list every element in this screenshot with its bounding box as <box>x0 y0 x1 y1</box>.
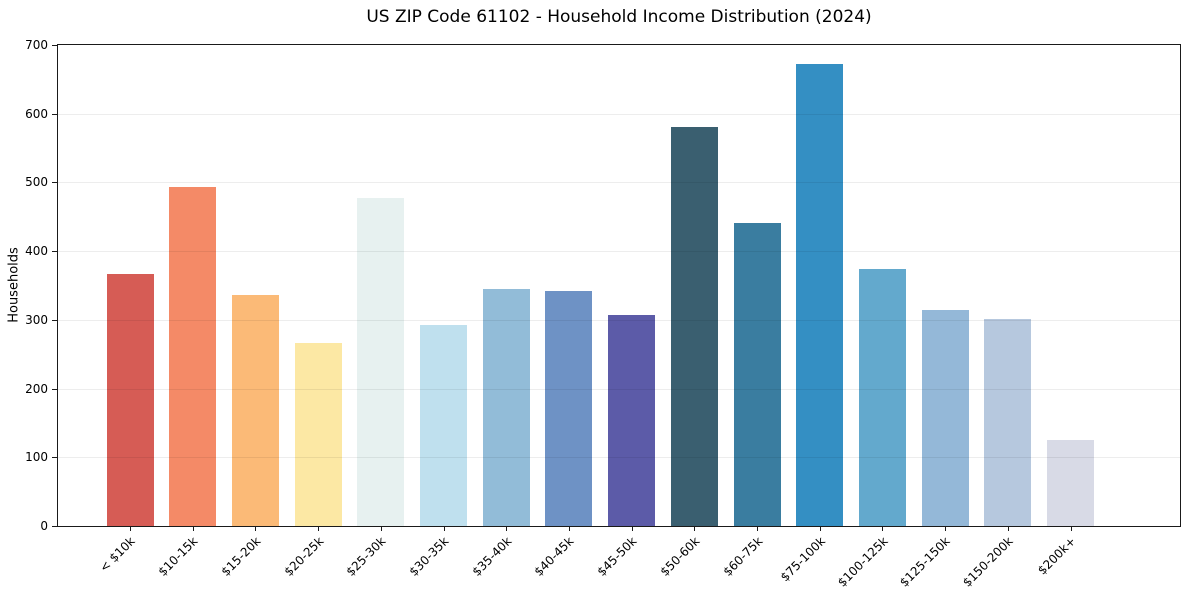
x-axis-tick-15 <box>1007 526 1009 531</box>
bar-7 <box>482 288 530 526</box>
x-axis-tick-label-8: $40-45k <box>531 534 577 579</box>
bar-16 <box>1047 440 1094 526</box>
y-axis-tick-label-0: 0 <box>40 519 48 533</box>
bar-4 <box>294 342 342 526</box>
x-axis-tick-13 <box>882 526 884 531</box>
y-axis-tick-600 <box>52 113 57 115</box>
x-axis-tick-5 <box>380 526 382 531</box>
y-axis-tick-500 <box>52 182 57 184</box>
x-axis-tick-label-5: $25-30k <box>343 534 389 579</box>
x-axis-tick-14 <box>945 526 947 531</box>
bar-6 <box>420 324 467 526</box>
y-axis-tick-label-100: 100 <box>25 450 48 465</box>
y-axis-tick-200 <box>52 388 57 390</box>
y-axis-tick-label-700: 700 <box>25 38 48 52</box>
y-axis-tick-700 <box>52 45 57 46</box>
x-axis-tick-9 <box>631 526 633 531</box>
x-axis-tick-7 <box>506 526 508 531</box>
bar-14 <box>921 310 969 526</box>
chart-title: US ZIP Code 61102 - Household Income Dis… <box>366 7 872 27</box>
x-axis-tick-label-3: $15-20k <box>218 534 264 579</box>
x-axis-tick-label-6: $30-35k <box>406 534 452 579</box>
x-axis-tick-6 <box>443 526 445 531</box>
y-axis-tick-0 <box>52 526 57 527</box>
y-axis-tick-100 <box>52 457 57 459</box>
x-axis-tick-4 <box>318 526 320 531</box>
x-axis-tick-10 <box>694 526 696 531</box>
x-axis-tick-label-13: $100-125k <box>834 534 891 590</box>
bar-13 <box>858 269 906 526</box>
x-axis-tick-8 <box>568 526 570 531</box>
y-axis-tick-300 <box>52 319 57 321</box>
bar-12 <box>796 63 844 526</box>
x-axis-tick-label-2: $10-15k <box>155 534 201 579</box>
x-axis-tick-label-4: $20-25k <box>281 534 327 579</box>
x-axis-tick-16 <box>1070 526 1072 531</box>
bar-9 <box>608 315 656 526</box>
y-axis-tick-400 <box>52 251 57 253</box>
x-axis-tick-12 <box>819 526 821 531</box>
bar-5 <box>357 197 405 526</box>
y-axis-tick-label-200: 200 <box>25 381 48 396</box>
plot-area: 0 100 200 300 400 500 600 700 < $10k $10-15k $15-2… <box>25 38 1181 590</box>
bar-8 <box>545 291 593 526</box>
y-axis-tick-label-300: 300 <box>25 312 48 327</box>
gridline-500 <box>58 182 1180 184</box>
x-axis-tick-label-16: $200k+ <box>1034 534 1079 578</box>
y-axis-tick-label-500: 500 <box>25 175 48 190</box>
y-axis-label: Households <box>6 247 22 323</box>
bar-10 <box>670 126 718 526</box>
bar-2 <box>169 187 217 526</box>
x-axis-tick-11 <box>757 526 758 531</box>
x-axis-tick-label-7: $35-40k <box>469 534 515 579</box>
x-axis-tick-label-15: $150-200k <box>960 534 1016 590</box>
bar-11 <box>733 222 781 526</box>
bar-3 <box>231 295 279 526</box>
bar-15 <box>984 319 1032 526</box>
x-axis-tick-label-12: $75-100k <box>777 534 828 585</box>
x-axis-tick-label-14: $125-150k <box>897 534 954 590</box>
x-axis-tick-label-10: $50-60k <box>657 534 703 579</box>
bar-1 <box>106 273 154 526</box>
x-axis-tick-label-1: < $10k <box>97 534 138 575</box>
gridline-600 <box>58 113 1180 115</box>
y-axis-tick-label-400: 400 <box>25 244 48 259</box>
y-axis-tick-label-600: 600 <box>25 106 48 121</box>
gridline-400 <box>58 251 1180 253</box>
x-axis-tick-2 <box>192 526 194 531</box>
x-axis-tick-label-11: $60-75k <box>720 534 765 579</box>
x-axis-tick-label-9: $45-50k <box>594 534 640 579</box>
x-axis-tick-3 <box>255 526 257 531</box>
x-axis-tick-1 <box>130 526 131 531</box>
